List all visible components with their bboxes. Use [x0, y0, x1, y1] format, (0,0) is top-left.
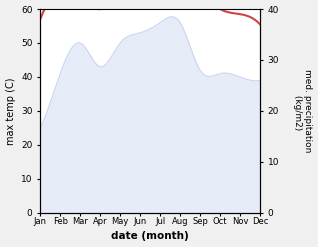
Y-axis label: max temp (C): max temp (C): [5, 77, 16, 145]
Y-axis label: med. precipitation
 (kg/m2): med. precipitation (kg/m2): [293, 69, 313, 153]
X-axis label: date (month): date (month): [111, 231, 189, 242]
